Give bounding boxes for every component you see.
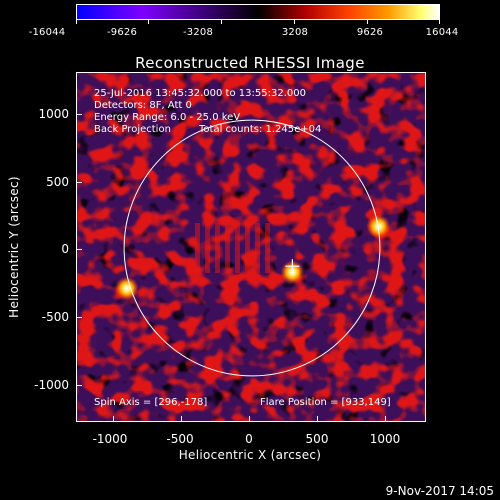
- solar-image-plot: [76, 72, 426, 422]
- x-tick-mark: [385, 416, 386, 422]
- x-tick-mark: [181, 416, 182, 422]
- x-tick-mark: [317, 416, 318, 422]
- energy-range: Energy Range: 6.0 - 25.0 keV: [94, 112, 241, 123]
- flare-position: Flare Position = [933,149]: [260, 397, 391, 408]
- y-tick-mark: [76, 249, 82, 250]
- reconstructed-image: [77, 73, 425, 421]
- bright-source: [114, 276, 139, 301]
- x-tick-label: -500: [166, 432, 194, 446]
- spin-axis: Spin Axis = [296,-178]: [94, 397, 208, 408]
- x-tick-mark: [113, 416, 114, 422]
- generation-timestamp: 9-Nov-2017 14:05: [385, 484, 494, 498]
- method: Back Projection: [94, 124, 171, 135]
- colorbar-tick-label: 16044: [425, 27, 459, 38]
- flare-crosshair-icon: [285, 259, 300, 274]
- colorbar-tick-label: -16044: [28, 27, 66, 38]
- detectors: Detectors: 8F, Att 0: [94, 100, 192, 111]
- colorbar-tick-label: 9626: [356, 27, 384, 38]
- colorbar-tick-mark: [76, 20, 77, 24]
- y-tick-label: 1000: [38, 107, 69, 121]
- colorbar-tick-mark: [294, 20, 295, 24]
- y-tick-label: 0: [61, 242, 69, 256]
- colorbar: [76, 4, 440, 20]
- x-tick-mark: [249, 416, 250, 422]
- x-tick-label: 1000: [369, 432, 401, 446]
- colorbar-tick-label: -3208: [182, 27, 214, 38]
- colorbar-tick-mark: [221, 20, 222, 24]
- y-axis-label: Heliocentric Y (arcsec): [7, 176, 21, 318]
- y-tick-mark: [76, 385, 82, 386]
- y-tick-mark: [76, 317, 82, 318]
- solar-limb: [123, 119, 381, 377]
- fringe-pattern: [195, 223, 270, 273]
- total-counts: Total counts: 1.245e+04: [199, 124, 322, 135]
- y-tick-mark: [76, 182, 82, 183]
- x-tick-label: -1000: [92, 432, 128, 446]
- colorbar-tick-mark: [367, 20, 368, 24]
- colorbar-tick-label: 3208: [281, 27, 309, 38]
- time-range: 25-Jul-2016 13:45:32.000 to 13:55:32.000: [94, 88, 306, 99]
- x-tick-label: 500: [305, 432, 329, 446]
- colorbar-tick-mark: [439, 20, 440, 24]
- colorbar-tick-mark: [148, 20, 149, 24]
- x-tick-label: 0: [245, 432, 253, 446]
- y-tick-label: -500: [41, 310, 69, 324]
- x-axis-label: Heliocentric X (arcsec): [178, 448, 322, 462]
- y-tick-label: 500: [46, 175, 69, 189]
- plot-title: Reconstructed RHESSI Image: [135, 54, 365, 72]
- y-tick-mark: [76, 114, 82, 115]
- colorbar-tick-label: -9626: [106, 27, 138, 38]
- y-tick-label: -1000: [34, 378, 69, 392]
